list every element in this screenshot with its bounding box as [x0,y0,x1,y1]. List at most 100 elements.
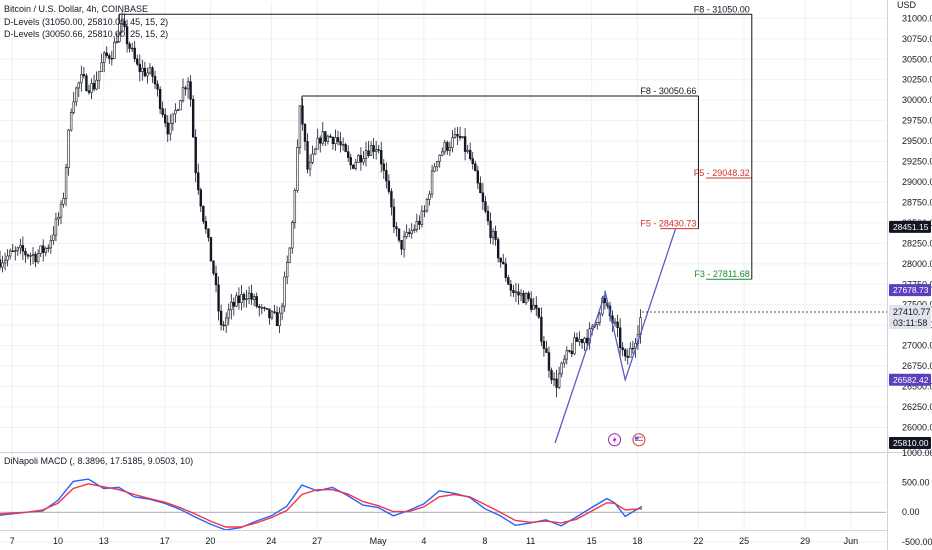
candle-body [570,350,574,355]
candle-body [3,259,7,264]
candle-body [438,154,441,162]
candle-body [387,180,391,192]
candle-body [474,163,477,172]
macd-line [0,478,643,531]
candle-body [184,87,187,90]
candle-body [280,305,284,314]
candle-body [382,163,385,171]
price-tick-label: 31000.00 [902,13,932,23]
us-flag-circle[interactable] [632,433,646,447]
candle-body [415,220,419,230]
candle-body [49,240,53,249]
candle-body [288,247,291,263]
event-markers[interactable] [608,433,646,447]
candle-body [428,193,431,200]
candle-body [166,122,169,135]
candle-body [263,307,266,309]
price-badge [889,437,931,449]
candle-body [141,67,144,72]
candle-body [484,201,487,212]
candle-body [392,206,396,228]
candle-body [618,327,622,348]
candle-body [359,155,363,163]
candle-body [179,100,182,111]
candle-body [204,221,208,230]
candle-body [270,311,274,319]
candle-body [496,239,500,259]
candle-body [537,308,541,318]
candle-body [568,350,571,352]
us-flag-canton[interactable] [634,436,639,440]
candle-body [128,43,131,49]
candle-body [232,301,236,307]
candle-body [207,228,210,238]
candle-body [273,311,276,313]
candle-body [212,260,215,274]
currency-label: USD [897,0,917,10]
dlevels-legend-2[interactable]: D-Levels (30050.66, 25810.00, 25, 15, 2) [4,29,169,39]
candle-body [629,347,632,358]
candle-body [331,136,335,145]
candle-body [425,199,429,212]
candle-body [191,98,195,138]
candle-body [313,148,317,155]
candle-body [133,47,136,60]
candle-body [509,283,513,291]
time-tick-label: May [370,536,388,546]
candle-body [77,82,80,89]
price-tick-label: 30500.00 [902,54,932,64]
us-flag-stripe[interactable] [634,441,643,443]
abcd-projection-line [554,228,677,444]
candle-body [407,232,411,234]
candle-body [265,308,269,310]
countdown-label: 03:11:58 [893,318,927,328]
candle-body [451,137,454,148]
candle-body [283,276,286,307]
price-badge-label: 25810.00 [893,438,929,448]
us-flag-stripe[interactable] [634,436,643,438]
candle-body [519,292,523,296]
candle-body [214,272,218,286]
lightning-glyph[interactable] [612,435,617,444]
candle-body [59,203,63,218]
price-tick-label: 30750.00 [902,34,932,44]
lightning-icon[interactable] [608,433,622,447]
candle-body [255,296,258,307]
candle-body [514,291,518,294]
symbol-legend[interactable]: Bitcoin / U.S. Dollar, 4h, COINBASE [4,4,149,14]
price-badges: 28451.15 27678.73 26582.42 25810.00 27410.77… [889,220,931,449]
time-tick-label: 4 [421,536,426,546]
candle-body [418,220,421,225]
candle-body [453,134,457,138]
candle-body [435,161,439,168]
candle-body [250,292,253,300]
candle-body [397,228,401,241]
candle-body [522,292,525,304]
us-flag-icon[interactable] [632,433,646,447]
candle-body [499,257,502,263]
macd-legend[interactable]: DiNapoli MACD (, 8.3896, 17.5185, 9.0503… [4,456,194,466]
candle-body [90,83,93,93]
price-candles [0,12,642,398]
candle-body [0,259,2,268]
candle-body [130,47,134,50]
candle-body [75,87,78,103]
price-tick-label: 28750.00 [902,197,932,207]
candle-body [545,348,548,353]
dlevels-legend-1[interactable]: D-Levels (31050.00, 25810.00, 45, 15, 2) [4,17,169,27]
candle-body [603,298,607,304]
us-flag-stripe[interactable] [634,439,643,441]
current-price-badge [889,305,931,330]
candle-body [563,358,566,364]
candle-body [110,58,114,60]
candle-body [87,90,91,93]
time-tick-label: 22 [693,536,703,546]
candle-body [100,62,103,73]
candle-body [532,304,535,310]
candle-body [362,158,365,163]
us-flag-stripe[interactable] [634,438,643,440]
candle-body [308,161,312,170]
candle-body [247,292,251,300]
candle-body [34,253,37,263]
